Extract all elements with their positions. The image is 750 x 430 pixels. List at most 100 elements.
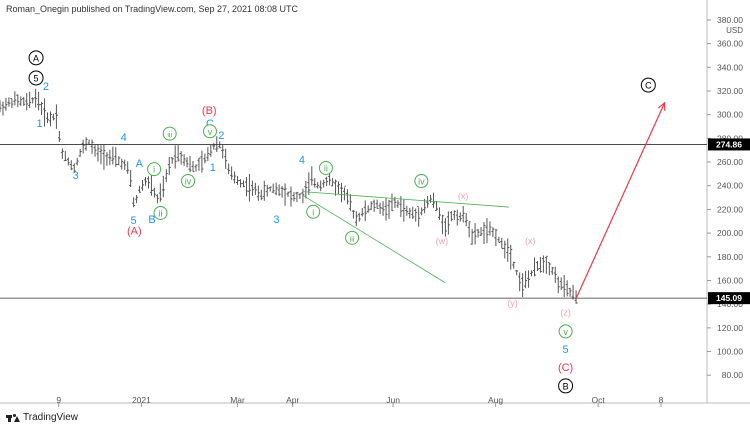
wave-text: iii [167,132,172,139]
ohlc-bar [60,148,64,159]
ohlc-bar [408,207,412,219]
ohlc-bar [144,176,148,186]
x-tick-label: 9 [56,395,61,405]
wave-text: (y) [507,298,518,308]
ohlc-bar [339,182,343,203]
ohlc-bar [230,166,234,180]
ohlc-bar [22,96,26,106]
wave-text: iii [350,236,355,243]
ohlc-bar [342,185,346,201]
ohlc-bar [188,155,192,173]
wave-text: (B) [202,105,217,117]
ohlc-bar [37,91,41,111]
ohlc-bar [48,111,52,127]
wave-circle [28,50,44,66]
ohlc-bar [57,131,61,143]
wave-text: iv [185,176,192,186]
wave-text: A [33,53,39,63]
ohlc-bar [372,199,376,212]
wave-text: (A) [127,226,142,238]
wave-text: 4 [121,132,127,144]
wave-label: 4 [121,132,127,144]
ohlc-bar [331,177,335,187]
wave-circle [640,77,656,93]
ohlc-bar [437,207,441,220]
ohlc-bar [440,214,444,235]
ohlc-bar [295,191,299,202]
wave-circle [202,124,217,139]
ohlc-bar [146,176,150,189]
wave-label: ii [318,160,333,175]
wave-label: (x) [525,236,536,246]
ohlc-bar [354,211,358,227]
ohlc-bar [244,176,248,197]
ohlc-bar [446,211,450,235]
wave-text: 2 [218,130,224,142]
ohlc-bar [51,113,55,121]
wave-text: v [563,327,568,337]
ohlc-bar [345,189,349,205]
ohlc-bar [191,160,195,173]
ohlc-bar [132,197,136,208]
wave-label: A [136,158,144,170]
ohlc-bar [348,194,352,211]
wave-circle [414,173,429,188]
ohlc-bar [78,148,82,157]
wave-circle [558,378,574,394]
ohlc-bar [515,270,519,276]
wave-text: 5 [563,344,569,356]
wave-text: A [136,158,144,170]
ohlc-bar [307,172,311,196]
wave-text: B [563,381,569,391]
wave-label: (A) [127,226,142,238]
ohlc-bar [518,272,522,292]
ohlc-bar [155,194,159,204]
ohlc-bar [4,97,8,111]
wave-label: 4 [299,155,305,167]
y-tick-label: 260.00 [717,157,743,167]
ohlc-bar [194,164,198,172]
wave-label: (C) [558,362,573,374]
wave-label: iv [181,173,196,188]
ohlc-bar [381,201,385,216]
ohlc-bar [173,145,177,169]
wave-text: v [208,127,213,137]
ohlc-bar [530,270,534,277]
ohlc-bar [559,277,563,291]
ohlc-bar [417,206,421,227]
ohlc-bar [138,185,142,193]
ohlc-bar [105,152,109,166]
ohlc-bar [283,183,287,206]
ohlc-bar [571,284,575,300]
wave-text: C [645,81,652,91]
ohlc-bar [10,97,14,108]
ohlc-bar [87,139,91,146]
ohlc-bar [241,180,245,188]
ohlc-bar [99,145,103,165]
ohlc-bar [479,226,483,237]
publisher-caption: Roman_Onegin published on TradingView.co… [6,4,299,14]
ohlc-bar [126,161,130,174]
wave-label: (B) [202,105,217,117]
price-tag-label: 274.86 [716,139,742,149]
tradingview-footer[interactable]: TradingView [6,412,78,423]
ohlc-bar [506,238,510,262]
y-tick-label: 320.00 [717,86,743,96]
y-tick-label: 380.00 [717,15,743,25]
ohlc-bar [262,180,266,201]
ohlc-bar [420,207,424,216]
ohlc-bar [455,209,459,226]
ohlc-bar [69,160,73,171]
ohlc-bar [233,171,237,184]
wave-circle [181,173,196,188]
wave-label: i [147,162,162,177]
wave-text: (z) [560,307,571,317]
wave-circle [306,204,321,219]
wave-label: 5 [28,70,44,86]
ohlc-bar [253,182,257,195]
ohlc-bar [547,262,551,276]
ohlc-bar [66,157,70,166]
ohlc-bar [435,201,439,211]
ohlc-bar [378,202,382,214]
